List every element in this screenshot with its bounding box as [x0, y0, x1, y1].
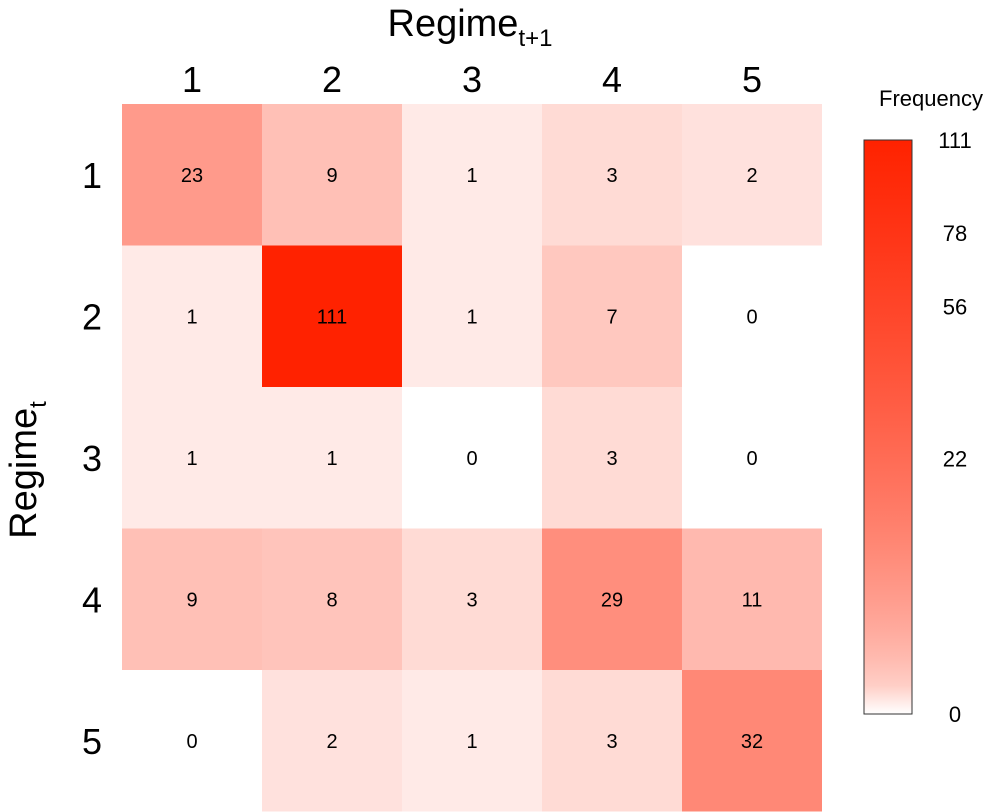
cell-value-label: 1 — [186, 448, 197, 470]
x-tick-label: 4 — [602, 59, 622, 100]
x-tick-label: 5 — [742, 59, 762, 100]
cell-value-label: 7 — [606, 306, 617, 328]
x-tick-labels: 1 2 3 4 5 — [182, 59, 762, 100]
x-tick-label: 1 — [182, 59, 202, 100]
cell-value-label: 9 — [326, 165, 337, 187]
heatmap-cell — [542, 387, 682, 529]
heatmap-cell — [542, 104, 682, 246]
heatmap-cell — [542, 245, 682, 387]
cell-value-label: 2 — [326, 731, 337, 753]
x-tick-label: 3 — [462, 59, 482, 100]
cell-value-label: 23 — [181, 165, 203, 187]
heatmap-cell — [682, 387, 822, 529]
cell-value-label: 0 — [746, 448, 757, 470]
cell-value-label: 0 — [186, 731, 197, 753]
cell-value-label: 3 — [606, 165, 617, 187]
cell-value-label: 1 — [466, 306, 477, 328]
heatmap-cell — [682, 528, 822, 670]
heatmap-cell — [262, 670, 402, 812]
cell-value-label: 111 — [317, 306, 347, 328]
heatmap-cell — [682, 245, 822, 387]
x-axis-title: Regimet+1 — [388, 3, 553, 52]
cell-value-label: 29 — [601, 589, 623, 611]
y-tick-label: 3 — [82, 438, 102, 479]
y-tick-labels: 1 2 3 4 5 — [82, 155, 102, 762]
x-axis-title-sub: t+1 — [518, 25, 552, 52]
heatmap-cells: 23 9 1 3 21 111 1 7 01 1 0 3 09 8 3 29 110 2 1 3 32 — [122, 104, 822, 812]
cell-value-label: 1 — [186, 306, 197, 328]
heatmap-cell — [122, 245, 262, 387]
y-axis-title: Regimet — [3, 401, 52, 539]
heatmap-cell — [402, 104, 542, 246]
heatmap-cell — [682, 670, 822, 812]
y-tick-label: 4 — [82, 579, 102, 620]
heatmap-cell — [402, 528, 542, 670]
y-axis-title-sub: t — [25, 401, 52, 408]
y-tick-label: 5 — [82, 721, 102, 762]
heatmap-cell — [262, 245, 402, 387]
cell-value-label: 2 — [746, 165, 757, 187]
cell-value-label: 32 — [741, 731, 763, 753]
cell-value-label: 1 — [466, 731, 477, 753]
cell-value-label: 11 — [742, 589, 763, 611]
y-axis-title-base: Regime — [3, 408, 45, 539]
colorbar-tick-label: 111 — [938, 128, 971, 153]
cell-value-label: 0 — [466, 448, 477, 470]
heatmap-cell — [122, 670, 262, 812]
heatmap-cell — [402, 245, 542, 387]
colorbar-title: Frequency — [879, 86, 983, 111]
heatmap-cell — [262, 104, 402, 246]
heatmap-cell — [402, 670, 542, 812]
heatmap-cell — [122, 387, 262, 529]
cell-value-label: 8 — [326, 589, 337, 611]
x-tick-label: 2 — [322, 59, 342, 100]
heatmap-cell — [262, 387, 402, 529]
colorbar-tick-labels: 0 22 56 78 111 — [938, 128, 971, 727]
heatmap-cell — [122, 528, 262, 670]
colorbar-tick-label: 0 — [949, 702, 961, 727]
cell-value-label: 0 — [746, 306, 757, 328]
cell-value-label: 1 — [466, 165, 477, 187]
heatmap-cell — [542, 528, 682, 670]
heatmap-cell — [402, 387, 542, 529]
cell-value-label: 1 — [326, 448, 337, 470]
colorbar-tick-label: 78 — [943, 221, 967, 246]
cell-value-label: 3 — [606, 731, 617, 753]
colorbar — [863, 139, 913, 715]
colorbar-tick-label: 56 — [943, 294, 967, 319]
heatmap-cell — [682, 104, 822, 246]
y-tick-label: 2 — [82, 296, 102, 337]
x-axis-title-base: Regime — [388, 3, 519, 45]
heatmap-cell — [122, 104, 262, 246]
cell-value-label: 3 — [606, 448, 617, 470]
heatmap-cell — [542, 670, 682, 812]
y-tick-label: 1 — [82, 155, 102, 196]
heatmap-cell — [262, 528, 402, 670]
cell-value-label: 9 — [186, 589, 197, 611]
cell-value-label: 3 — [466, 589, 477, 611]
colorbar-tick-label: 22 — [943, 446, 967, 471]
